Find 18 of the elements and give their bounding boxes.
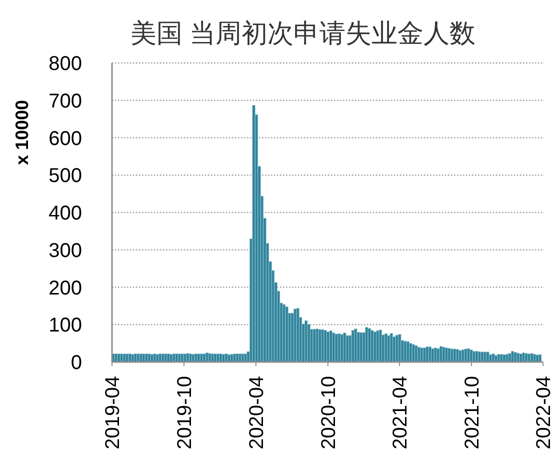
y-tick-label: 500 (48, 165, 82, 188)
y-axis-title: x 10000 (12, 100, 32, 166)
x-tick-label: 2022-04 (533, 376, 551, 450)
x-tick-label: 2020-10 (318, 376, 340, 450)
y-tick-label: 0 (70, 352, 82, 374)
x-tick-label: 2019-04 (102, 376, 124, 450)
y-tick-label: 300 (48, 240, 82, 262)
y-tick-label: 700 (48, 90, 82, 112)
x-tick-label: 2020-04 (246, 376, 268, 450)
y-tick-label: 200 (48, 277, 82, 300)
x-tick-label: 2021-04 (389, 376, 412, 450)
x-tick-label: 2019-10 (174, 376, 196, 450)
y-tick-label: 100 (48, 314, 82, 337)
y-tick-label: 800 (48, 53, 82, 75)
chart-title: 美国 当周初次申请失业金人数 (130, 18, 476, 48)
x-tick-label: 2021-10 (461, 376, 484, 450)
y-tick-label: 400 (48, 202, 82, 224)
y-tick-label: 600 (48, 128, 82, 150)
